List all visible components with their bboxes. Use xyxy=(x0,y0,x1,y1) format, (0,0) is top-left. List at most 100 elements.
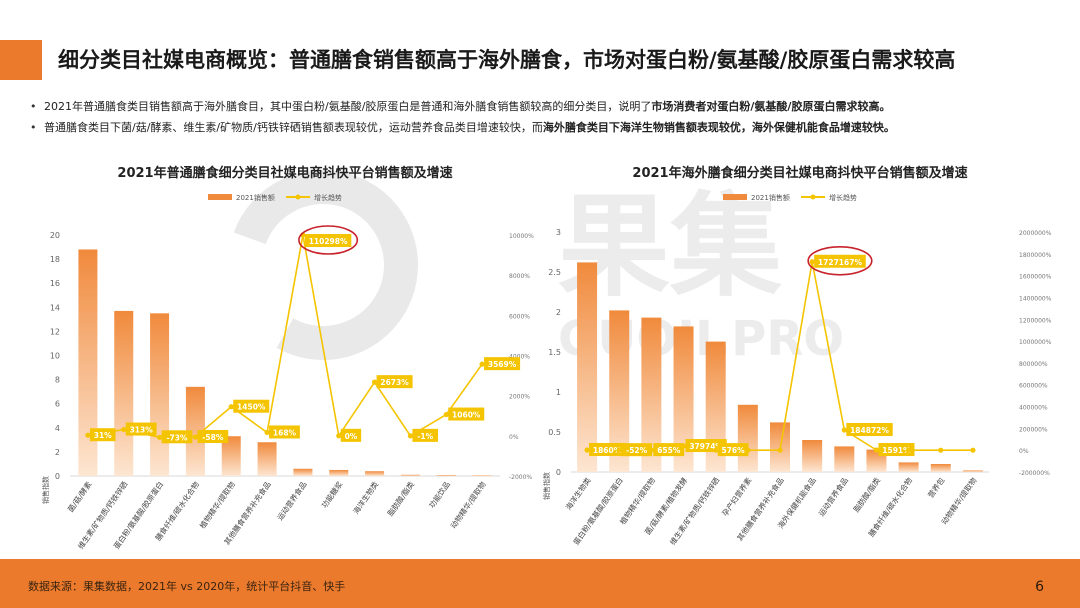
y2-tick-label: 1400000% xyxy=(1019,295,1052,302)
bullet-1-bold: 市场消费者对蛋白粉/氨基酸/胶原蛋白需求较高。 xyxy=(651,100,891,113)
growth-point-3 xyxy=(648,447,654,453)
bar-10 xyxy=(400,474,420,476)
bar-6 xyxy=(257,442,277,476)
y2-tick-label: 1600000% xyxy=(1019,274,1052,281)
growth-label-box xyxy=(161,430,193,444)
y2-tick-label: -2000% xyxy=(509,474,532,481)
y2-tick-label: 1200000% xyxy=(1019,317,1052,324)
growth-point-4 xyxy=(192,434,199,440)
growth-point-12 xyxy=(938,447,944,453)
y-tick-label: 12 xyxy=(50,327,60,336)
y-tick-label: 0 xyxy=(55,472,60,481)
growth-label-box xyxy=(376,375,413,389)
y2-tick-label: 400000% xyxy=(1019,405,1048,412)
growth-point-1 xyxy=(584,447,590,453)
y-tick-label: 8 xyxy=(55,376,60,385)
bar-12 xyxy=(472,475,492,477)
bullet-2: 普通膳食类目下菌/菇/酵素、维生素/矿物质/钙铁锌硒销售额表现较优，运动营养食品… xyxy=(30,117,1070,138)
growth-point-12 xyxy=(479,361,485,367)
y2-tick-label: 0% xyxy=(1019,448,1029,455)
y-tick-label: 6 xyxy=(55,400,60,409)
y-tick-label: 0 xyxy=(556,468,561,477)
bar-11 xyxy=(436,475,456,476)
x-tick-label: 菌/菇/酵素 xyxy=(65,479,94,514)
chart-right: 2021年海外膳食细分类目社媒电商抖快平台销售额及增速 2021销售额 增长趋势 0 0… xyxy=(543,160,1058,555)
growth-label-box xyxy=(814,254,866,268)
title-accent-bar xyxy=(0,40,42,80)
x-tick-label: 动物精华/提取物 xyxy=(448,479,488,530)
bar-3 xyxy=(150,313,170,476)
bar-9 xyxy=(834,446,855,472)
growth-label-box xyxy=(846,423,893,437)
y-tick-label: 2.5 xyxy=(548,268,561,277)
growth-label: 655% xyxy=(657,446,681,455)
x-tick-label: 功能饮品 xyxy=(426,479,451,509)
growth-point-13 xyxy=(970,447,976,453)
growth-point-6 xyxy=(745,447,751,453)
y-tick-label: 1.5 xyxy=(548,348,561,357)
y-tick-label: 0.5 xyxy=(548,428,561,437)
growth-point-5 xyxy=(228,404,234,410)
y-tick-label: 16 xyxy=(50,279,60,288)
bar-1 xyxy=(577,262,598,472)
chart-left-svg: 2021年普通膳食细分类目社媒电商抖快平台销售额及增速 2021销售额 增长趋势 0 2… xyxy=(41,165,534,551)
growth-label-box xyxy=(233,399,270,413)
growth-label-box xyxy=(269,425,300,439)
chart-left: 2021年普通膳食细分类目社媒电商抖快平台销售额及增速 2021销售额 增长趋势 0 2… xyxy=(28,160,543,555)
growth-label: 1060% xyxy=(452,411,481,420)
bar-7 xyxy=(293,468,313,476)
x-tick-label: 海洋生物类 xyxy=(563,475,593,512)
legend-label-growth: 增长趋势 xyxy=(314,193,342,202)
y-tick-label: 18 xyxy=(50,255,60,264)
bar-3 xyxy=(641,317,662,472)
growth-point-8 xyxy=(809,259,815,265)
page-number: 6 xyxy=(1035,579,1044,595)
growth-label: -58% xyxy=(202,433,224,442)
x-tick-label: 功能糖浆 xyxy=(319,479,345,510)
growth-label-box xyxy=(589,442,626,456)
bar-5 xyxy=(221,436,241,476)
highlight-circle xyxy=(807,245,873,276)
y2-tick-label: 10000% xyxy=(509,233,534,240)
y-axis-label: 销售指数 xyxy=(543,472,551,500)
growth-point-2 xyxy=(616,447,622,453)
growth-label-box xyxy=(448,407,485,421)
legend-label-growth: 增长趋势 xyxy=(829,193,857,202)
y-axis-label: 销售指数 xyxy=(41,476,50,504)
bar-2 xyxy=(114,310,134,476)
growth-point-10 xyxy=(407,433,414,439)
growth-point-1 xyxy=(85,432,91,438)
growth-label-box xyxy=(878,443,915,457)
footer-bar xyxy=(0,559,1080,608)
growth-label: 576% xyxy=(722,446,746,455)
growth-point-4 xyxy=(680,443,687,449)
growth-label: 31% xyxy=(94,431,112,440)
bar-9 xyxy=(365,471,385,476)
growth-label: -73% xyxy=(166,433,188,442)
data-source-text: 数据来源：果集数据，2021年 vs 2020年，统计平台抖音、快手 xyxy=(28,580,346,593)
chart-right-svg: 2021年海外膳食细分类目社媒电商抖快平台销售额及增速 2021销售额 增长趋势 0 0… xyxy=(543,165,1052,547)
growth-label-box xyxy=(717,443,749,457)
x-tick-label: 脂肪酸/脂类 xyxy=(385,479,416,518)
bar-1 xyxy=(78,249,98,476)
y2-tick-label: 1800000% xyxy=(1019,252,1052,259)
growth-label: -52% xyxy=(626,446,648,455)
y2-tick-label: 2000% xyxy=(509,394,530,401)
growth-label: 1450% xyxy=(237,403,266,412)
y-tick-label: 4 xyxy=(55,424,60,433)
x-tick-label: 植物精华/提取物 xyxy=(197,479,237,530)
y-tick-label: 2 xyxy=(556,308,561,317)
growth-label: 37974% xyxy=(689,442,723,451)
growth-label: 3569% xyxy=(488,360,517,369)
bar-11 xyxy=(898,462,919,472)
page-title: 细分类目社媒电商概览：普通膳食销售额高于海外膳食，市场对蛋白粉/氨基酸/胶原蛋白… xyxy=(58,48,956,72)
x-tick-label: 运动营养食品 xyxy=(275,479,309,522)
bullet-2-text: 普通膳食类目下菌/菇/酵素、维生素/矿物质/钙铁锌硒销售额表现较优，运动营养食品… xyxy=(44,121,543,134)
growth-label-box xyxy=(621,443,653,457)
growth-label-box xyxy=(125,422,157,436)
growth-label: 2673% xyxy=(380,378,409,387)
bar-8 xyxy=(329,469,349,476)
y-tick-label: 10 xyxy=(50,352,60,361)
legend-marker xyxy=(810,194,816,200)
chart-title: 2021年普通膳食细分类目社媒电商抖快平台销售额及增速 xyxy=(117,165,452,181)
